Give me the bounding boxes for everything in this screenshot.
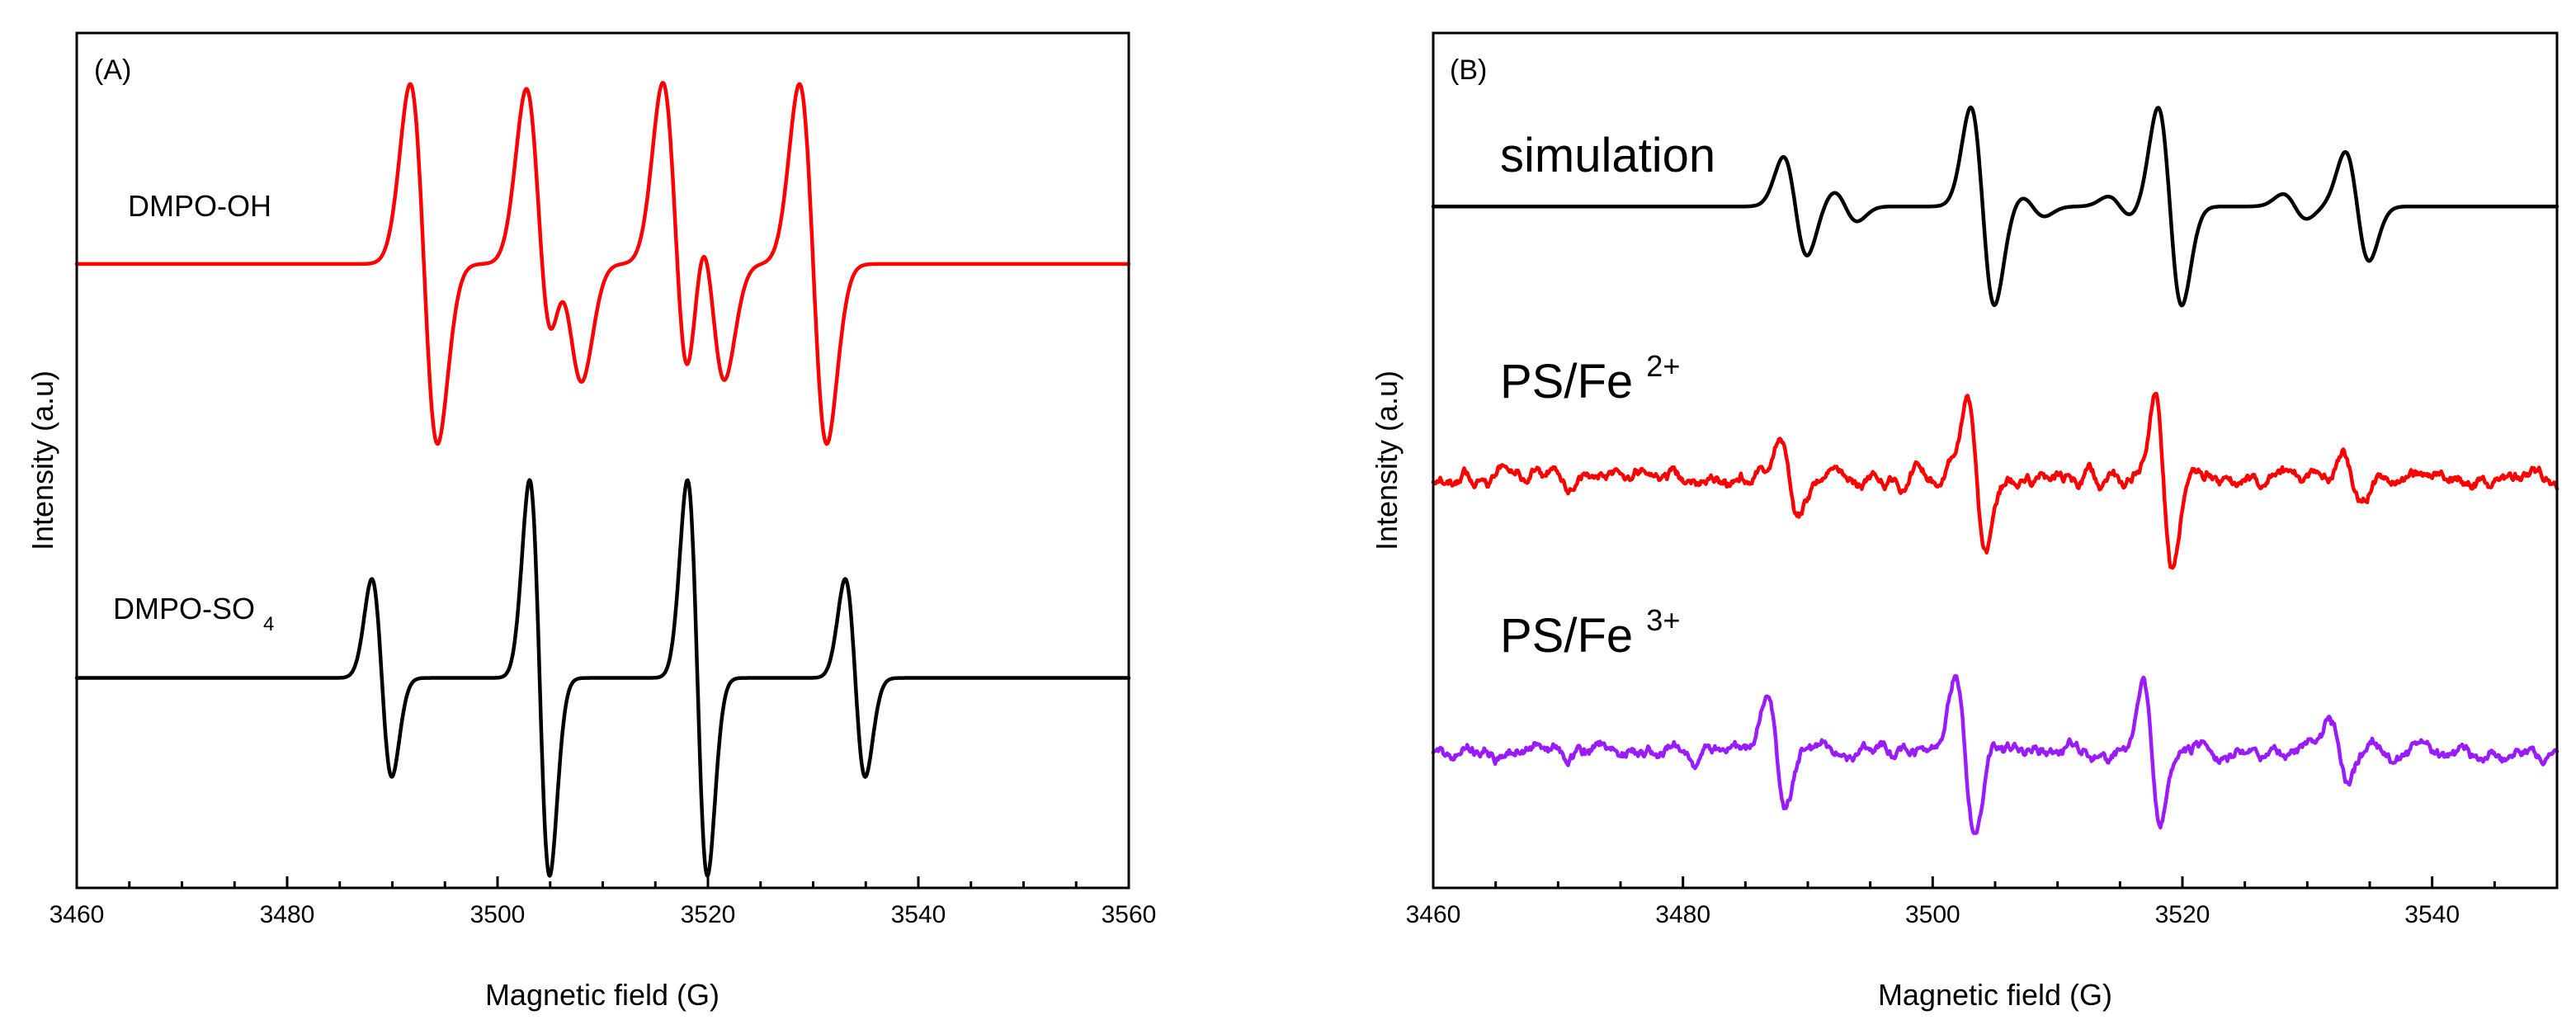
- label-ps-fe3: PS/Fe 3+: [1500, 603, 1680, 663]
- panel-a-tick-label: 3520: [681, 901, 736, 928]
- panel-a: (A) 3460 3480 3500 3520 3540 3560 Magnetic fi…: [26, 31, 1157, 1012]
- panel-b-tick-label: 3540: [2404, 901, 2460, 928]
- panel-b-tick-label: 3480: [1655, 901, 1710, 928]
- panel-a-tick-label: 3460: [50, 901, 105, 928]
- panel-b-x-axis-title: Magnetic field (G): [1878, 978, 2112, 1012]
- panel-a-x-axis-title: Magnetic field (G): [485, 978, 719, 1012]
- label-ps-fe3-superscript: 3+: [1646, 603, 1680, 637]
- panel-a-tick-label: 3560: [1102, 901, 1157, 928]
- panel-a-tick-label: 3480: [260, 901, 315, 928]
- label-ps-fe2-text: PS/Fe: [1500, 355, 1633, 408]
- label-dmpo-oh-text: DMPO-OH: [128, 189, 271, 223]
- panel-a-plot-area: [74, 81, 1131, 878]
- panel-a-series-dmpo-so4: [74, 478, 1131, 878]
- panel-b-label: (B): [1450, 54, 1487, 86]
- panel-b-tick-label: 3500: [1905, 901, 1960, 928]
- panel-a-tick-label: 3540: [891, 901, 946, 928]
- label-dmpo-so4-subscript: 4: [263, 613, 274, 635]
- label-ps-fe2-superscript: 2+: [1646, 349, 1680, 383]
- panel-a-label: (A): [94, 54, 131, 86]
- label-dmpo-so4: DMPO-SO 4: [113, 592, 274, 635]
- label-dmpo-so4-text: DMPO-SO: [113, 592, 255, 625]
- panel-a-x-ticks: 3460 3480 3500 3520 3540 3560: [50, 876, 1157, 928]
- label-simulation-text: simulation: [1500, 129, 1715, 182]
- label-simulation: simulation: [1500, 129, 1715, 182]
- panel-b-series-ps-fe2-: [1431, 391, 2559, 570]
- label-ps-fe3-text: PS/Fe: [1500, 609, 1633, 663]
- panel-b-series-ps-fe3-: [1431, 673, 2559, 835]
- panel-b-tick-label: 3460: [1406, 901, 1461, 928]
- panel-a-y-axis-title: Intensity (a.u): [26, 371, 59, 550]
- label-ps-fe2: PS/Fe 2+: [1500, 349, 1680, 408]
- panel-a-tick-label: 3500: [470, 901, 526, 928]
- panel-b-x-ticks: 3460 3480 3500 3520 3540: [1406, 876, 2559, 928]
- panel-b-tick-label: 3520: [2155, 901, 2210, 928]
- panel-b-y-axis-title: Intensity (a.u): [1370, 371, 1404, 550]
- panel-b-plot-area: [1431, 105, 2559, 835]
- panel-b-series-simulation: [1431, 105, 2559, 308]
- label-dmpo-oh: DMPO-OH: [128, 189, 271, 223]
- panel-a-frame: [75, 31, 1130, 890]
- panel-b: (B) 3460 3480 3500 3520 3540 Magnetic field …: [1370, 31, 2559, 1012]
- panel-a-series-dmpo-oh: [74, 81, 1131, 446]
